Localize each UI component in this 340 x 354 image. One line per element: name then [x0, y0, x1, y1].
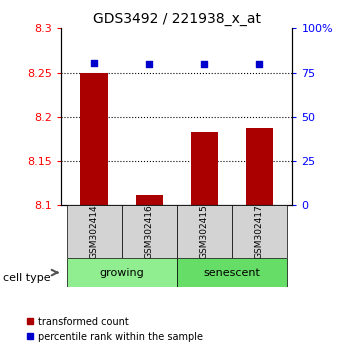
- Bar: [67, 258, 177, 287]
- Point: [202, 61, 207, 67]
- Text: GSM302417: GSM302417: [255, 205, 264, 259]
- Point: [147, 61, 152, 67]
- Text: growing: growing: [99, 268, 144, 278]
- Text: senescent: senescent: [203, 268, 260, 278]
- Text: cell type: cell type: [3, 273, 51, 283]
- Bar: [81, 73, 108, 205]
- Text: GSM302415: GSM302415: [200, 205, 209, 259]
- Bar: [190, 132, 218, 205]
- Legend: transformed count, percentile rank within the sample: transformed count, percentile rank withi…: [22, 313, 207, 346]
- Text: GSM302416: GSM302416: [145, 205, 154, 259]
- Bar: [136, 195, 163, 205]
- Point: [257, 61, 262, 67]
- Text: GSM302414: GSM302414: [90, 205, 99, 259]
- Point: [91, 60, 97, 66]
- Bar: [177, 205, 232, 258]
- Bar: [232, 205, 287, 258]
- Title: GDS3492 / 221938_x_at: GDS3492 / 221938_x_at: [93, 12, 261, 26]
- Bar: [67, 205, 122, 258]
- Bar: [245, 129, 273, 205]
- Bar: [177, 258, 287, 287]
- Bar: [122, 205, 177, 258]
